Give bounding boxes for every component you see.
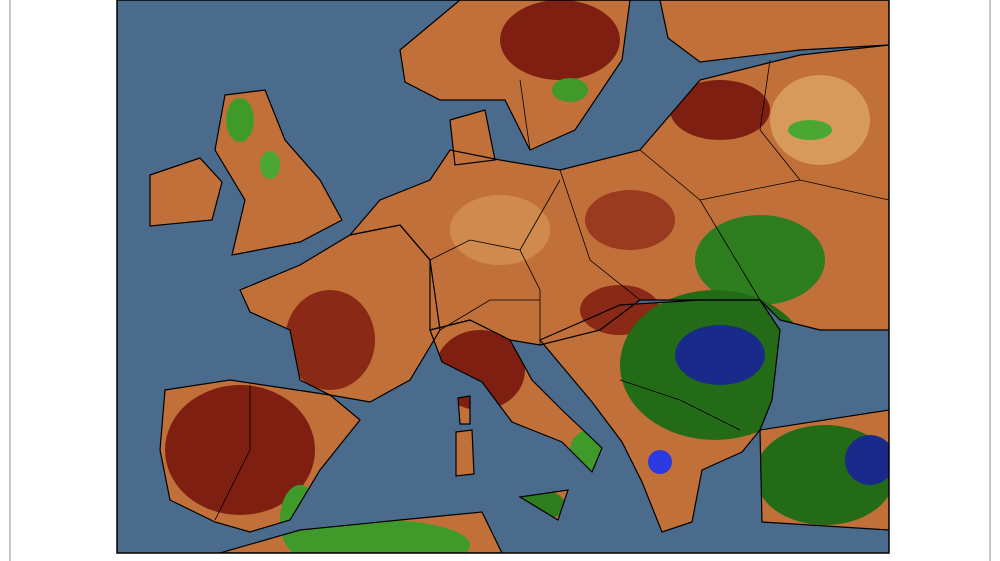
very-wet-area bbox=[675, 325, 765, 385]
moderate-area bbox=[450, 195, 550, 265]
border bbox=[214, 385, 251, 521]
coast bbox=[539, 299, 781, 533]
dry-area bbox=[670, 80, 770, 140]
map bbox=[117, 0, 889, 553]
dry-area bbox=[585, 190, 675, 250]
coast bbox=[449, 109, 496, 166]
coast bbox=[214, 89, 343, 256]
border bbox=[559, 169, 641, 301]
wet-area bbox=[552, 78, 588, 102]
wet-area bbox=[695, 215, 825, 305]
dry-area bbox=[285, 290, 375, 390]
coast bbox=[149, 157, 223, 227]
wet-area bbox=[788, 120, 832, 140]
coast bbox=[659, 0, 889, 63]
coast bbox=[219, 511, 503, 553]
border bbox=[619, 379, 741, 431]
dry-area bbox=[165, 385, 315, 515]
coast bbox=[399, 0, 631, 151]
border bbox=[519, 179, 561, 251]
coast bbox=[759, 409, 889, 531]
coast bbox=[455, 429, 475, 477]
wet-area bbox=[290, 520, 470, 553]
wet-area bbox=[260, 151, 280, 179]
moderate-area bbox=[770, 75, 870, 165]
dry-area bbox=[500, 0, 620, 80]
coast bbox=[159, 379, 361, 533]
coast bbox=[429, 319, 603, 474]
border bbox=[759, 59, 801, 181]
coast bbox=[518, 489, 569, 521]
border bbox=[519, 79, 531, 151]
coast bbox=[457, 395, 471, 425]
borders bbox=[214, 59, 889, 521]
border bbox=[439, 299, 540, 331]
wet-area bbox=[226, 98, 254, 142]
coastlines bbox=[149, 0, 889, 553]
very-wet-area bbox=[845, 435, 889, 485]
very-wet-area bbox=[648, 450, 672, 474]
map-frame bbox=[116, 0, 890, 554]
